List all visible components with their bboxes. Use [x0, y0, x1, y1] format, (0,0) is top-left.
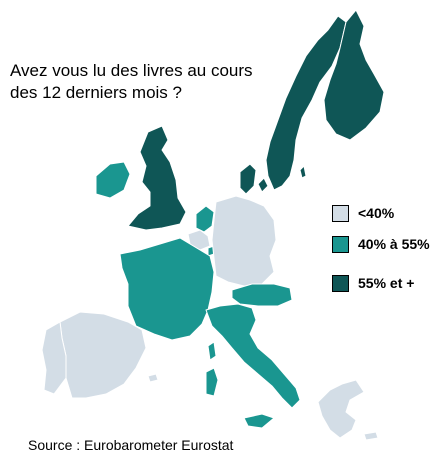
region-corsica[interactable] [207, 341, 217, 361]
region-netherlands[interactable] [195, 205, 215, 233]
source-note: Source : Eurobarometer Eurostat [28, 437, 234, 453]
legend-label-high: 55% et + [358, 275, 415, 291]
region-gotland[interactable] [299, 165, 307, 179]
region-sweden[interactable] [265, 15, 347, 191]
legend-label-mid: 40% à 55% [358, 236, 430, 252]
region-ireland[interactable] [95, 161, 131, 199]
region-greece[interactable] [317, 379, 379, 441]
region-portugal[interactable] [41, 321, 67, 395]
region-spain[interactable] [59, 311, 147, 399]
region-austria[interactable] [231, 283, 293, 307]
region-sicily[interactable] [243, 413, 275, 429]
region-germany[interactable] [211, 195, 277, 287]
region-france[interactable] [119, 237, 215, 341]
legend-label-low: <40% [358, 205, 395, 221]
region-balearic[interactable] [147, 373, 159, 383]
region-italy[interactable] [205, 303, 301, 409]
region-sardinia[interactable] [205, 367, 219, 397]
region-finland[interactable] [323, 9, 385, 141]
legend-swatch-low [332, 205, 349, 222]
legend-swatch-mid [332, 236, 349, 253]
region-united-kingdom[interactable] [127, 125, 187, 231]
region-denmark[interactable] [239, 163, 269, 195]
legend-swatch-high [332, 275, 349, 292]
map-title: Avez vous lu des livres au cours des 12 … [10, 61, 253, 102]
